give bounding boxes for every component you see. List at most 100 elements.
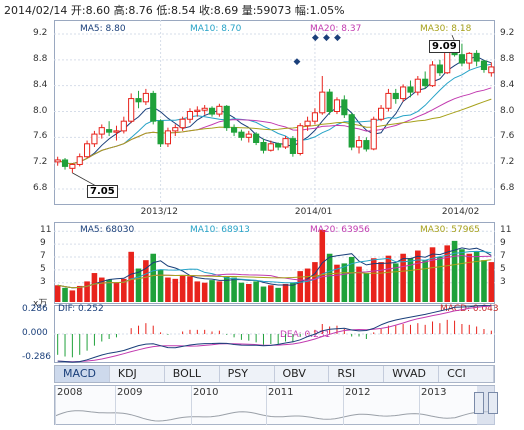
volume-bar — [400, 253, 406, 302]
navigator-history-path — [55, 410, 496, 422]
candle — [142, 88, 149, 106]
volume-bar — [216, 281, 223, 302]
volume-ma5-line — [57, 247, 492, 289]
navigator-year-label: 2013 — [421, 387, 447, 398]
candle — [208, 106, 216, 117]
indicator-tabs: MACD KDJ BOLL PSY OBV RSI WVAD CCI — [54, 365, 495, 383]
volume-ma-label: MA30: 57965 — [420, 225, 480, 235]
candle-body — [69, 163, 76, 169]
volume-y-tick-left: 3 — [40, 276, 46, 287]
candle — [106, 121, 113, 137]
volume-ma-label: MA20: 63956 — [310, 225, 370, 235]
candle-body — [304, 120, 311, 127]
candle-body — [458, 54, 465, 64]
candle — [69, 163, 76, 173]
volume-bar — [238, 282, 245, 302]
candle-body — [179, 118, 186, 129]
navigator-year-divider — [419, 386, 420, 425]
volume-bar — [378, 262, 384, 302]
navigator-left-handle[interactable] — [474, 392, 484, 414]
candle-body — [76, 156, 83, 165]
candle-body — [150, 92, 157, 122]
price-y-tick-left: 7.2 — [33, 157, 48, 168]
volume-y-tick-left: 7 — [40, 250, 46, 261]
candle-body — [444, 49, 451, 74]
volume-bar — [113, 282, 120, 302]
candle-body — [378, 107, 385, 120]
price-y-tick-left: 8.8 — [33, 53, 48, 64]
candle — [407, 80, 414, 98]
range-navigator[interactable]: 2008 2009 2010 2011 2012 2013 — [54, 385, 496, 425]
quote-close: 收:8.69 — [199, 4, 239, 17]
candle — [289, 136, 296, 157]
candle — [414, 75, 421, 96]
candle-body — [186, 111, 194, 120]
volume-bar — [69, 290, 76, 302]
candle — [253, 132, 260, 146]
macd-y-tick: 0.286 — [22, 304, 48, 315]
volume-bar — [312, 262, 318, 302]
candle — [260, 138, 267, 154]
tab-cci[interactable]: CCI — [439, 366, 494, 382]
tab-boll[interactable]: BOLL — [165, 366, 220, 382]
volume-bar — [437, 256, 443, 302]
volume-y-tick-right: 9 — [500, 238, 506, 249]
candle — [84, 140, 91, 158]
event-marker: ◆ — [334, 33, 341, 43]
volume-bar — [231, 277, 237, 302]
volume-y-tick-left: 11 — [40, 225, 52, 236]
volume-bar — [348, 256, 355, 302]
candle — [135, 90, 142, 109]
candle — [91, 130, 98, 148]
candle-body — [333, 99, 341, 112]
candle — [172, 124, 179, 137]
candle — [76, 153, 83, 167]
quote-date: 2014/02/14 — [4, 4, 68, 17]
candle-body — [231, 127, 238, 133]
candle — [311, 108, 318, 125]
candle-body — [429, 64, 436, 87]
candle-body — [54, 159, 61, 163]
candle-body — [84, 143, 91, 158]
navigator-year-label: 2011 — [268, 387, 294, 398]
volume-bar — [341, 263, 348, 302]
candle-body — [98, 127, 105, 135]
tab-kdj[interactable]: KDJ — [110, 366, 165, 382]
candle — [363, 137, 370, 152]
tab-psy[interactable]: PSY — [220, 366, 275, 382]
event-marker: ◆ — [312, 33, 319, 43]
price-y-tick-right: 8.4 — [500, 79, 515, 90]
candle-body — [282, 138, 289, 148]
candle-body — [216, 105, 223, 115]
candle-body — [157, 120, 164, 145]
price-y-tick-right: 8.8 — [500, 53, 515, 64]
volume-bar — [326, 253, 333, 302]
price-x-tick: 2014/02 — [441, 207, 480, 217]
volume-bar — [223, 276, 230, 302]
navigator-year-label: 2012 — [345, 387, 371, 398]
volume-bar — [304, 268, 311, 302]
volume-bar — [385, 255, 392, 302]
tab-macd[interactable]: MACD — [55, 366, 110, 382]
volume-chart[interactable] — [54, 222, 495, 304]
volume-bar — [422, 260, 428, 302]
candle-body — [260, 142, 267, 151]
macd-chart[interactable] — [54, 305, 495, 363]
candle-body — [61, 159, 69, 167]
volume-ma30-line — [57, 259, 492, 289]
tab-rsi[interactable]: RSI — [329, 366, 385, 382]
candle — [223, 105, 230, 131]
event-marker: ◆ — [323, 33, 330, 43]
tab-wvad[interactable]: WVAD — [384, 366, 440, 382]
navigator-right-handle[interactable] — [488, 392, 498, 414]
candle-body — [363, 140, 370, 150]
candle — [385, 88, 392, 112]
navigator-year-divider — [266, 386, 267, 425]
candle-body — [106, 129, 113, 133]
volume-bar — [297, 271, 304, 302]
price-y-tick-right: 6.8 — [500, 183, 515, 193]
tab-obv[interactable]: OBV — [275, 366, 330, 382]
volume-bar — [209, 280, 215, 302]
price-chart[interactable]: ◆ ◆ ◆ ◆ — [54, 20, 495, 205]
price-y-tick-right: 7.2 — [500, 157, 515, 168]
